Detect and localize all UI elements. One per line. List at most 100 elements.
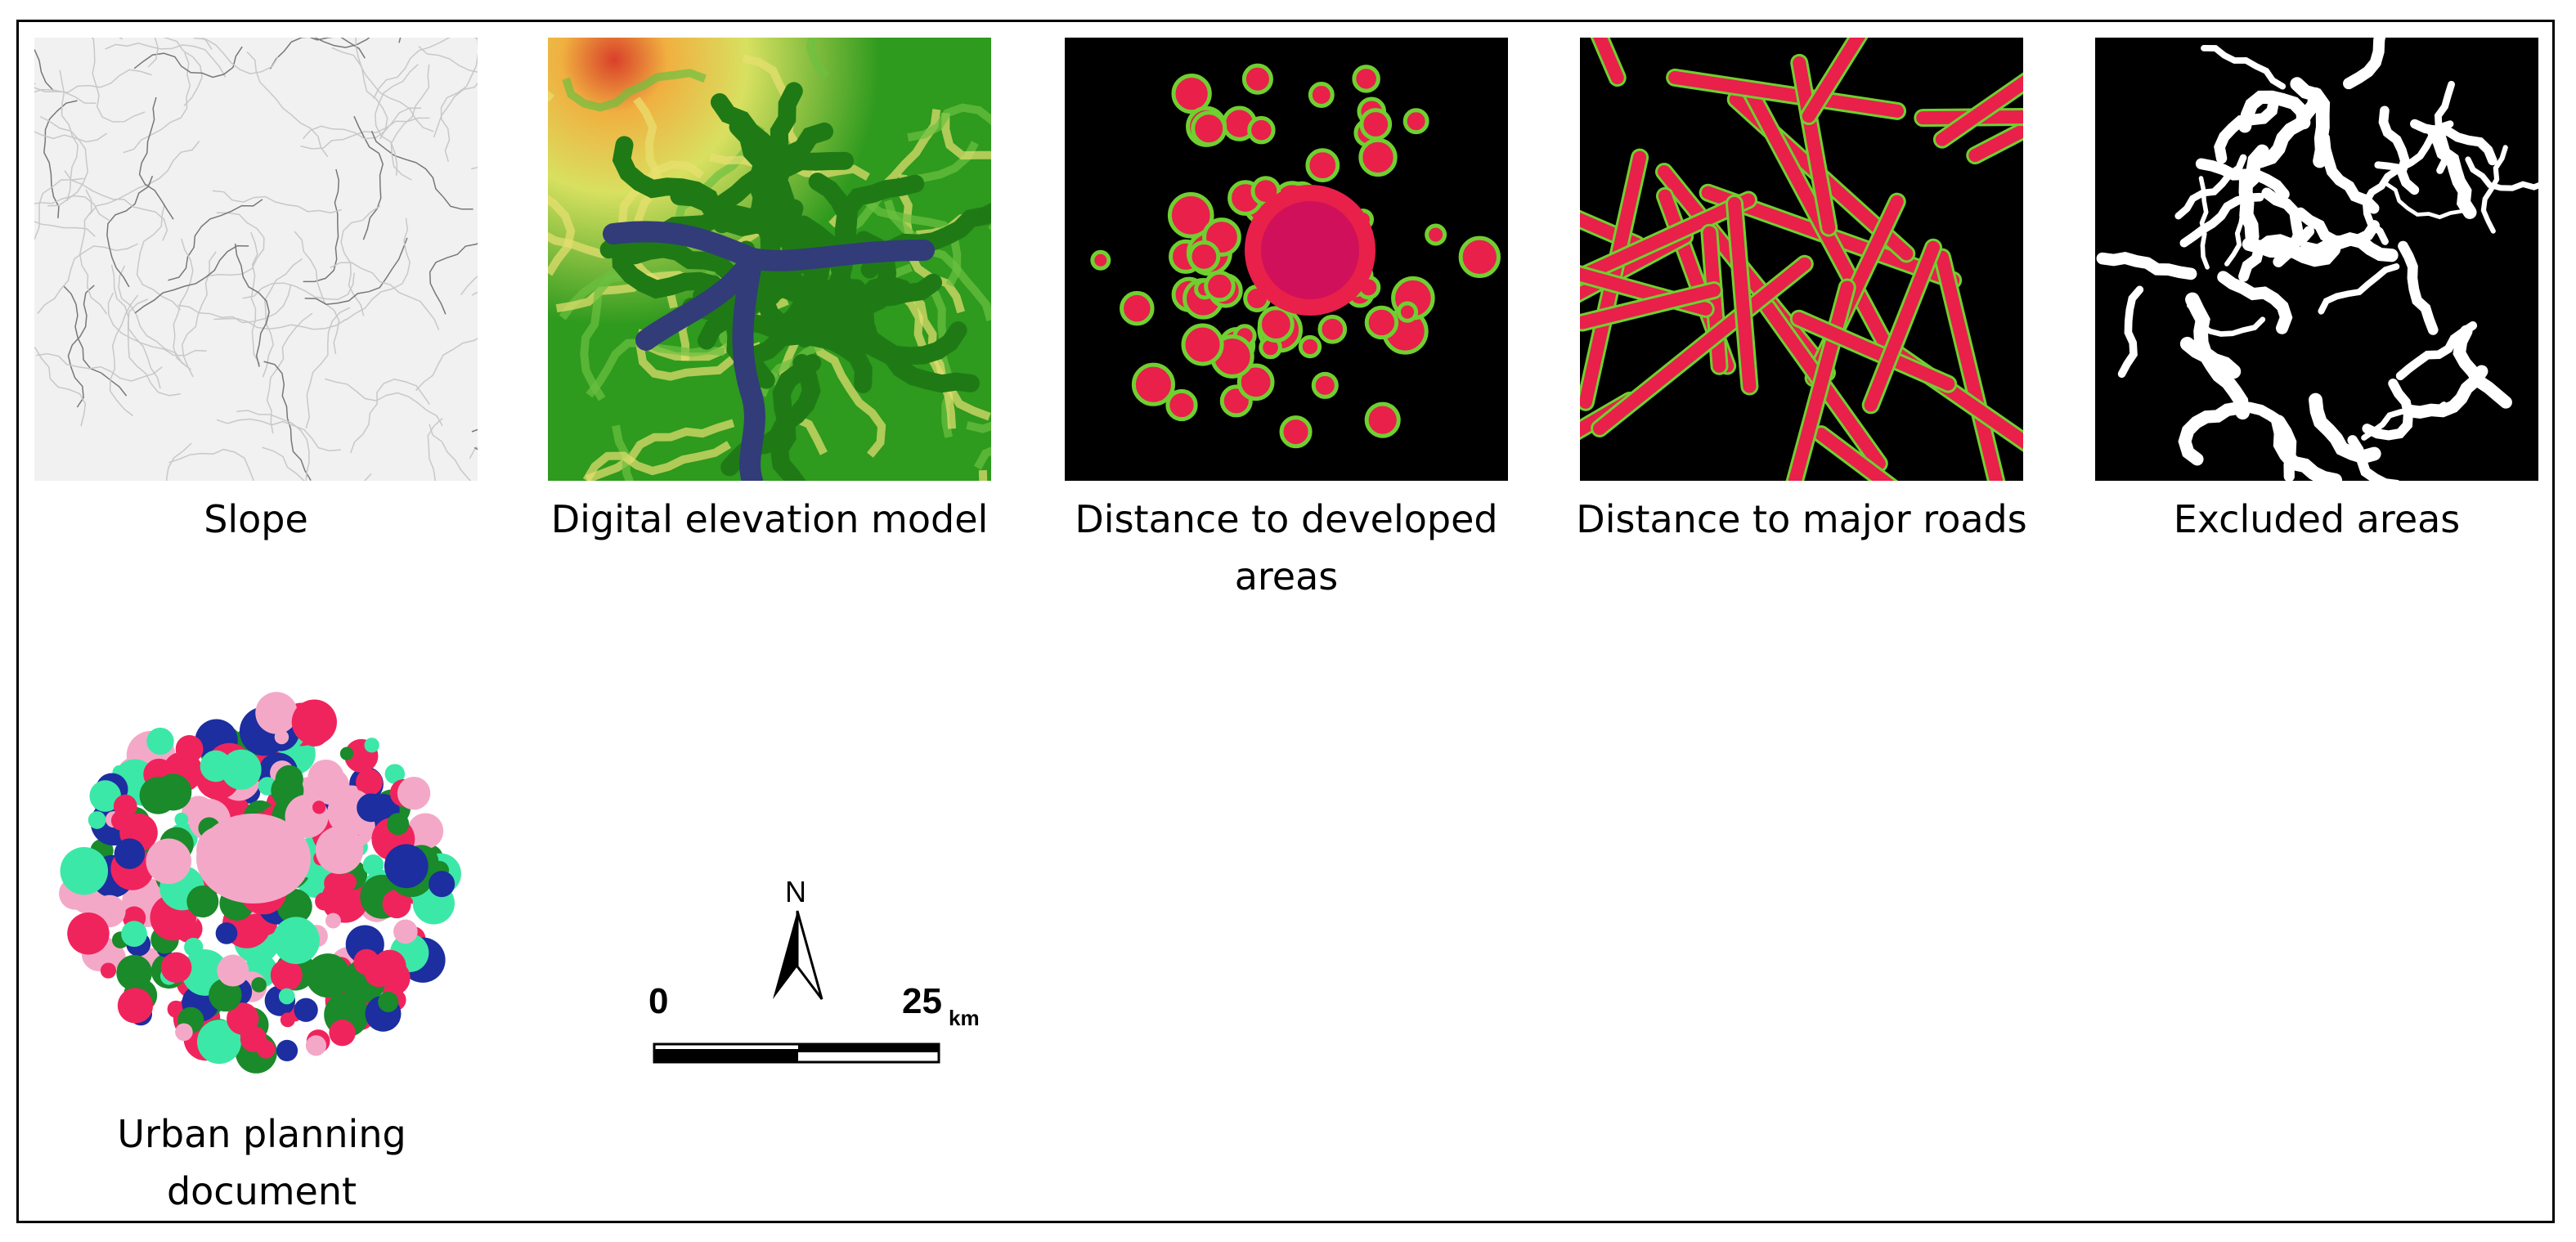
zone-patch — [294, 998, 318, 1022]
zone-patch — [255, 692, 298, 734]
excluded-area — [2244, 401, 2297, 481]
slope-texture — [168, 199, 263, 281]
zone-patch — [362, 854, 384, 876]
zone-patch — [276, 1039, 298, 1062]
zone-patch — [382, 890, 411, 919]
slope-texture — [34, 69, 152, 93]
north-label: N — [785, 875, 806, 908]
zone-patch — [357, 793, 386, 823]
slope-texture — [165, 442, 192, 481]
river — [603, 221, 935, 481]
valley — [612, 136, 731, 234]
slope-texture — [34, 177, 84, 240]
caption: Slope — [204, 497, 308, 541]
zone-patch — [117, 988, 154, 1024]
excluded-area — [2384, 182, 2464, 220]
terrain-ridge — [548, 195, 576, 276]
zone-patch — [175, 1023, 193, 1042]
developed-buffer — [1120, 290, 1155, 326]
slope-texture — [302, 107, 422, 140]
slope-texture — [110, 264, 161, 389]
excluded-area — [2096, 251, 2197, 280]
excluded-area — [2117, 285, 2144, 379]
figure-frame — [16, 20, 2555, 1223]
terrain-ridge — [907, 103, 991, 142]
caption: Distance to developed areas — [1075, 497, 1498, 599]
slope-texture — [34, 221, 96, 237]
excluded-area — [2362, 378, 2413, 441]
slope-texture — [168, 448, 254, 481]
slope-texture — [37, 243, 138, 315]
road-buffer — [1864, 240, 1941, 412]
developed-buffer — [1359, 108, 1393, 141]
road-buffer — [1580, 284, 1721, 330]
excluded-area — [2398, 240, 2439, 335]
excluded-area — [2378, 105, 2420, 195]
developed-buffer — [1298, 334, 1322, 359]
developed-buffer — [1317, 314, 1348, 344]
slope-texture — [305, 307, 351, 428]
excluded-area — [2427, 125, 2477, 219]
terrain-ridge — [941, 113, 991, 160]
slope-texture — [373, 38, 478, 100]
zone-patch — [393, 919, 418, 944]
zone-patch — [89, 780, 122, 812]
slope-texture — [294, 231, 340, 355]
excluded-area — [2309, 392, 2381, 464]
zone-patch — [110, 810, 132, 831]
zone-patch — [186, 886, 219, 918]
scale-unit: km — [949, 1006, 980, 1030]
road-buffer — [1802, 38, 1865, 123]
zone-patch — [339, 747, 354, 760]
zone-patch — [100, 962, 117, 979]
zone-patch — [60, 846, 109, 895]
slope-texture — [246, 51, 329, 158]
urban-planning-map — [59, 692, 461, 1074]
zone-patch — [339, 872, 357, 891]
zone-patch — [364, 738, 379, 753]
slope-texture — [242, 272, 355, 301]
slope-texture — [173, 238, 194, 366]
slope-texture — [105, 43, 227, 78]
zone-patch — [196, 1020, 242, 1065]
slope-texture — [64, 170, 168, 241]
excluded-area — [2465, 156, 2538, 191]
zone-patch — [114, 838, 146, 869]
valley — [611, 226, 733, 305]
slope-texture — [269, 38, 370, 69]
excluded-area — [2198, 176, 2210, 270]
slope-texture — [34, 347, 87, 427]
slope-texture — [330, 262, 440, 330]
zone-patch — [221, 749, 262, 790]
excluded-area — [2185, 292, 2242, 379]
caption: Digital elevation model — [550, 497, 989, 541]
zone-patch — [160, 952, 192, 984]
zone-patch — [278, 988, 295, 1005]
slope-texture — [427, 418, 443, 481]
urban-core — [196, 814, 311, 903]
zone-patch — [325, 912, 341, 929]
excluded-area — [2361, 401, 2448, 441]
zone-patch — [305, 1035, 327, 1056]
slope-texture — [39, 115, 89, 207]
slope-texture — [440, 53, 478, 162]
developed-buffer — [1257, 306, 1295, 343]
terrain-ridge — [612, 424, 635, 481]
developed-buffer — [1402, 108, 1429, 135]
zone-patch — [312, 800, 326, 814]
slope-texture — [106, 175, 154, 288]
terrain-ridge — [850, 191, 962, 287]
valley — [738, 313, 873, 393]
slope-texture — [234, 243, 270, 367]
slope-texture — [325, 378, 443, 427]
zone-patch — [429, 871, 456, 898]
excluded-area — [2179, 336, 2251, 420]
terrain-ridge — [582, 441, 732, 481]
terrain-ridge — [806, 38, 830, 79]
excluded-area — [2214, 94, 2280, 164]
valley — [838, 311, 980, 393]
elevation-map — [548, 38, 991, 481]
slope-texture — [331, 47, 434, 132]
valley — [761, 263, 912, 313]
